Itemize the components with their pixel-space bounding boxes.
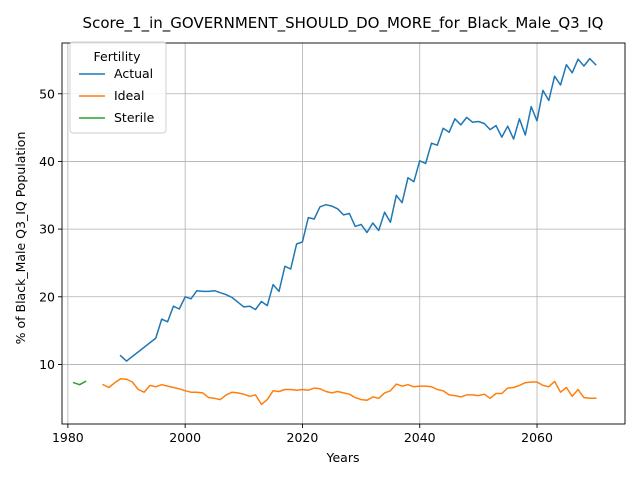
y-tick-label: 10	[39, 357, 55, 372]
plot-frame	[61, 42, 626, 425]
grid	[62, 43, 625, 424]
chart-title: Score_1_in_GOVERNMENT_SHOULD_DO_MORE_for…	[83, 14, 604, 33]
legend-label-ideal: Ideal	[114, 88, 144, 103]
x-tick-label: 2000	[169, 430, 201, 445]
legend-title: Fertility	[94, 49, 142, 64]
x-axis-label: Years	[326, 450, 360, 465]
y-tick-label: 40	[39, 154, 55, 169]
series-lines	[72, 57, 597, 406]
x-tick-label: 2020	[287, 430, 319, 445]
legend-frame	[69, 41, 167, 134]
series-line-sterile	[72, 380, 87, 386]
legend-label-actual: Actual	[114, 66, 153, 81]
series-line-ideal	[102, 377, 597, 406]
y-axis-label: % of Black_Male Q3_IQ Population	[13, 132, 28, 345]
x-tick-label: 1980	[52, 430, 84, 445]
series-line-actual	[119, 57, 597, 362]
x-tick-label: 2040	[404, 430, 436, 445]
legend-label-sterile: Sterile	[114, 110, 155, 125]
ticks: 1980 2000 2020 2040 2060 10 20 30 40 50	[39, 86, 553, 445]
legend: Fertility Actual Ideal Sterile	[69, 41, 167, 134]
x-tick-label: 2060	[521, 430, 553, 445]
y-tick-label: 50	[39, 86, 55, 101]
y-tick-label: 20	[39, 289, 55, 304]
legend-items: Actual Ideal Sterile	[79, 66, 155, 125]
y-tick-label: 30	[39, 222, 55, 237]
